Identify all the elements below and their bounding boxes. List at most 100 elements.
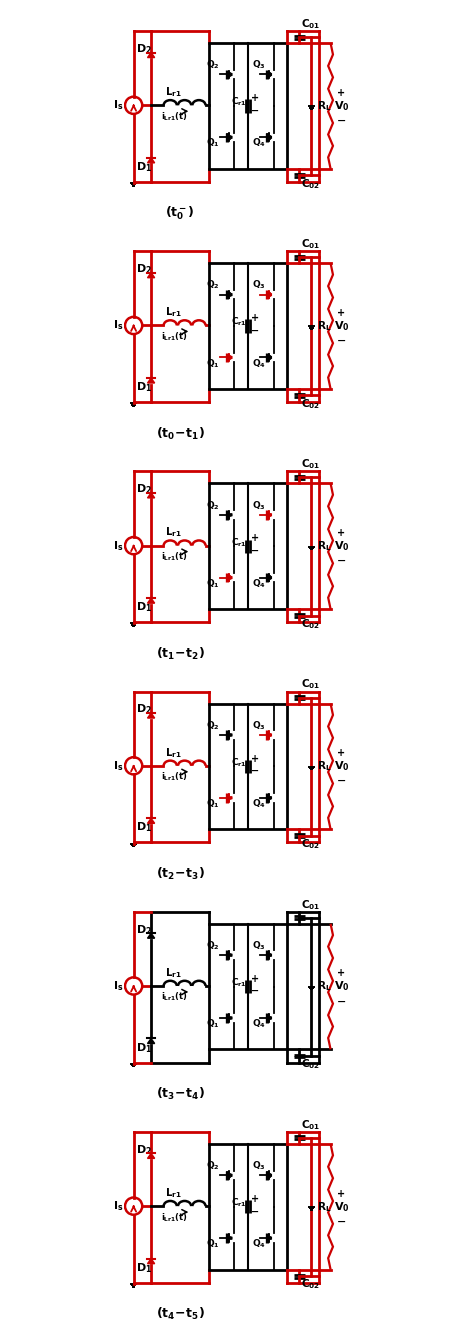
Text: −: − xyxy=(337,996,346,1007)
Text: $\mathbf{Q_2}$: $\mathbf{Q_2}$ xyxy=(206,939,219,952)
Text: $\mathbf{i_{Lr1}(t)}$: $\mathbf{i_{Lr1}(t)}$ xyxy=(161,1211,188,1223)
Text: $\mathbf{D_1}$: $\mathbf{D_1}$ xyxy=(136,1262,153,1275)
Text: $\mathbf{i_{Lr1}(t)}$: $\mathbf{i_{Lr1}(t)}$ xyxy=(161,991,188,1004)
Polygon shape xyxy=(147,818,155,823)
Text: −: − xyxy=(251,546,259,556)
Text: +: + xyxy=(251,534,259,543)
Polygon shape xyxy=(230,357,232,359)
Text: $\mathbf{(t_2\!-\!t_3)}$: $\mathbf{(t_2\!-\!t_3)}$ xyxy=(156,867,205,882)
Polygon shape xyxy=(147,713,155,719)
Text: $\mathbf{C_{r1}}$: $\mathbf{C_{r1}}$ xyxy=(231,756,246,769)
Text: $\mathbf{C_{01}}$: $\mathbf{C_{01}}$ xyxy=(301,17,320,30)
Polygon shape xyxy=(230,954,232,956)
Text: $\mathbf{Q_4}$: $\mathbf{Q_4}$ xyxy=(252,1238,265,1250)
Polygon shape xyxy=(270,73,271,75)
Text: $\mathbf{D_1}$: $\mathbf{D_1}$ xyxy=(136,160,153,174)
Polygon shape xyxy=(147,598,155,604)
Text: −: − xyxy=(337,777,346,786)
Text: $\mathbf{C_{r1}}$: $\mathbf{C_{r1}}$ xyxy=(231,536,246,548)
Polygon shape xyxy=(230,1017,232,1020)
Bar xyxy=(209,704,288,830)
Text: $\mathbf{(t_0\!-\!t_1)}$: $\mathbf{(t_0\!-\!t_1)}$ xyxy=(156,425,205,441)
Text: $\mathbf{Q_2}$: $\mathbf{Q_2}$ xyxy=(206,59,219,71)
Text: $\mathbf{Q_2}$: $\mathbf{Q_2}$ xyxy=(206,279,219,292)
Text: $\mathbf{i_{Lr1}(t)}$: $\mathbf{i_{Lr1}(t)}$ xyxy=(161,770,188,783)
Text: $\mathbf{R_L}$: $\mathbf{R_L}$ xyxy=(318,760,332,773)
Text: $\mathbf{C_{r1}}$: $\mathbf{C_{r1}}$ xyxy=(231,1197,246,1209)
Text: $\mathbf{L_{r1}}$: $\mathbf{L_{r1}}$ xyxy=(165,1186,182,1199)
Polygon shape xyxy=(147,493,155,498)
Polygon shape xyxy=(230,514,232,517)
Polygon shape xyxy=(230,1236,232,1239)
Text: $\mathbf{Q_1}$: $\mathbf{Q_1}$ xyxy=(206,798,219,810)
Text: $\mathbf{C_{02}}$: $\mathbf{C_{02}}$ xyxy=(301,1277,320,1292)
Polygon shape xyxy=(230,1174,232,1177)
Text: $\mathbf{D_1}$: $\mathbf{D_1}$ xyxy=(136,1041,153,1054)
Polygon shape xyxy=(270,514,271,517)
Text: $\mathbf{V_0}$: $\mathbf{V_0}$ xyxy=(334,1199,350,1214)
Text: $\mathbf{(t_1\!-\!t_2)}$: $\mathbf{(t_1\!-\!t_2)}$ xyxy=(156,646,205,662)
Text: $\mathbf{V_0}$: $\mathbf{V_0}$ xyxy=(334,320,350,333)
Text: +: + xyxy=(337,528,346,538)
Text: $\mathbf{Q_4}$: $\mathbf{Q_4}$ xyxy=(252,577,265,589)
Text: $\mathbf{L_{r1}}$: $\mathbf{L_{r1}}$ xyxy=(165,746,182,760)
Bar xyxy=(209,44,288,169)
Polygon shape xyxy=(270,357,271,359)
Bar xyxy=(209,263,288,388)
Text: $\mathbf{C_{02}}$: $\mathbf{C_{02}}$ xyxy=(301,396,320,411)
Text: $\mathbf{Q_2}$: $\mathbf{Q_2}$ xyxy=(206,720,219,732)
Polygon shape xyxy=(230,136,232,139)
Text: $\mathbf{Q_1}$: $\mathbf{Q_1}$ xyxy=(206,137,219,149)
Polygon shape xyxy=(270,733,271,736)
Text: $\mathbf{V_0}$: $\mathbf{V_0}$ xyxy=(334,980,350,993)
Bar xyxy=(209,483,288,609)
Text: $\mathbf{C_{01}}$: $\mathbf{C_{01}}$ xyxy=(301,457,320,472)
Text: +: + xyxy=(337,87,346,98)
Text: $\mathbf{D_2}$: $\mathbf{D_2}$ xyxy=(136,263,152,276)
Text: $\mathbf{C_{01}}$: $\mathbf{C_{01}}$ xyxy=(301,678,320,691)
Text: +: + xyxy=(337,748,346,758)
Text: $\mathbf{Q_2}$: $\mathbf{Q_2}$ xyxy=(206,499,219,511)
Text: $\mathbf{R_L}$: $\mathbf{R_L}$ xyxy=(318,320,332,333)
Text: $\mathbf{D_2}$: $\mathbf{D_2}$ xyxy=(136,923,152,937)
Text: $\mathbf{C_{r1}}$: $\mathbf{C_{r1}}$ xyxy=(231,976,246,989)
Text: +: + xyxy=(251,974,259,984)
Text: $\mathbf{Q_4}$: $\mathbf{Q_4}$ xyxy=(252,137,265,149)
Text: $\mathbf{Q_4}$: $\mathbf{Q_4}$ xyxy=(252,1017,265,1030)
Text: +: + xyxy=(251,92,259,103)
Polygon shape xyxy=(230,293,232,296)
Text: $\mathbf{L_{r1}}$: $\mathbf{L_{r1}}$ xyxy=(165,86,182,99)
Text: $\mathbf{Q_4}$: $\mathbf{Q_4}$ xyxy=(252,357,265,370)
Text: $\mathbf{I_s}$: $\mathbf{I_s}$ xyxy=(113,318,123,333)
Polygon shape xyxy=(230,73,232,75)
Text: $\mathbf{I_s}$: $\mathbf{I_s}$ xyxy=(113,98,123,112)
Text: $\mathbf{L_{r1}}$: $\mathbf{L_{r1}}$ xyxy=(165,966,182,980)
Text: $\mathbf{D_1}$: $\mathbf{D_1}$ xyxy=(136,820,153,835)
Text: $\mathbf{D_2}$: $\mathbf{D_2}$ xyxy=(136,703,152,716)
Text: $\mathbf{C_{r1}}$: $\mathbf{C_{r1}}$ xyxy=(231,95,246,108)
Text: $\mathbf{D_1}$: $\mathbf{D_1}$ xyxy=(136,380,153,394)
Text: $\mathbf{D_1}$: $\mathbf{D_1}$ xyxy=(136,601,153,614)
Polygon shape xyxy=(230,576,232,579)
Text: $\mathbf{C_{01}}$: $\mathbf{C_{01}}$ xyxy=(301,1118,320,1132)
Text: −: − xyxy=(251,106,259,115)
Text: $\mathbf{(t_0^-)}$: $\mathbf{(t_0^-)}$ xyxy=(165,205,195,222)
Text: $\mathbf{Q_1}$: $\mathbf{Q_1}$ xyxy=(206,1017,219,1030)
Text: $\mathbf{C_{01}}$: $\mathbf{C_{01}}$ xyxy=(301,238,320,251)
Text: −: − xyxy=(251,766,259,775)
Text: +: + xyxy=(337,308,346,318)
Text: −: − xyxy=(251,326,259,336)
Polygon shape xyxy=(270,293,271,296)
Text: $\mathbf{V_0}$: $\mathbf{V_0}$ xyxy=(334,99,350,112)
Text: $\mathbf{V_0}$: $\mathbf{V_0}$ xyxy=(334,760,350,773)
Polygon shape xyxy=(270,136,271,139)
Text: −: − xyxy=(337,336,346,346)
Text: $\mathbf{C_{02}}$: $\mathbf{C_{02}}$ xyxy=(301,177,320,190)
Text: +: + xyxy=(337,968,346,979)
Text: $\mathbf{i_{Lr1}(t)}$: $\mathbf{i_{Lr1}(t)}$ xyxy=(161,551,188,563)
Text: $\mathbf{(t_3\!-\!t_4)}$: $\mathbf{(t_3\!-\!t_4)}$ xyxy=(156,1086,205,1102)
Text: −: − xyxy=(337,1217,346,1227)
Polygon shape xyxy=(147,933,155,938)
Text: $\mathbf{R_L}$: $\mathbf{R_L}$ xyxy=(318,99,332,112)
Polygon shape xyxy=(147,1259,155,1264)
